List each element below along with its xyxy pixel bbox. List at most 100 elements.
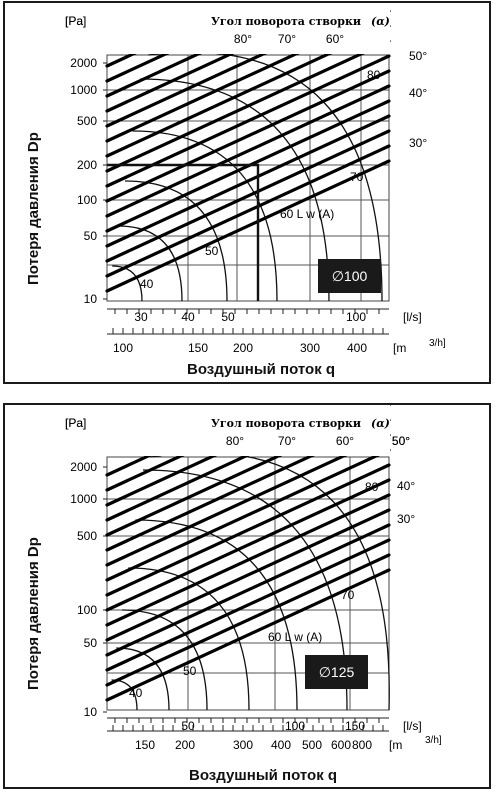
diameter-label: ∅125 <box>319 664 355 680</box>
angle-symbol-overlay: (α) <box>371 15 390 28</box>
angle-line <box>105 84 391 218</box>
y-tick-label: 200 <box>77 158 97 172</box>
noise-label: 70 <box>350 170 364 184</box>
angle-label-top-overlay: 50° <box>392 434 410 448</box>
y-unit-label: [Pa] <box>65 416 86 430</box>
angle-line <box>105 129 391 263</box>
top-cover <box>106 405 390 456</box>
angle-title-overlay: Угол поворота створки <box>211 417 361 430</box>
angle-label-top-overlay: 60° <box>336 434 354 448</box>
y-unit-label-overlay: [Pa] <box>65 14 86 28</box>
plot-frame <box>106 54 390 302</box>
diameter-label: ∅100 <box>332 268 368 284</box>
y-tick-label: 2000 <box>70 56 97 70</box>
angle-line <box>105 433 391 567</box>
y-tick-label: 10 <box>84 705 98 719</box>
x-tick-label-m3h: 600 <box>331 738 351 752</box>
x-tick-label-ls: 50 <box>181 719 195 733</box>
x-unit-ls: [l/s] <box>403 719 422 733</box>
chart-panel-100: [Pa] 2000 1000 500 200 100 50 10 30 40 50 100 [l/s] 1… <box>3 1 491 384</box>
x-tick-label-ls: 100 <box>285 719 305 733</box>
x-unit-m3h-sup: 3/h] <box>429 338 446 349</box>
y-tick-label: 50 <box>84 229 98 243</box>
x-unit-m3h-sup: 3/h] <box>425 735 442 746</box>
y-tick-label: 1000 <box>70 492 97 506</box>
y-unit-label: [Pa] <box>65 14 86 28</box>
angle-line <box>105 114 391 248</box>
y-tick-label: 1000 <box>70 83 97 97</box>
sample-reading-line <box>107 163 260 301</box>
x-tick-label-m3h: 400 <box>271 738 291 752</box>
angle-label-top-overlay: 60° <box>326 32 344 46</box>
angle-title-overlay: Угол поворота створки <box>211 15 361 28</box>
x-tick-label-ls: 30 <box>134 310 148 324</box>
angle-label-right: 40° <box>397 479 415 493</box>
y-tick-label: 100 <box>77 603 97 617</box>
noise-curve <box>116 647 170 711</box>
angle-label-right: 30° <box>397 512 415 526</box>
y-tick-label: 500 <box>77 529 97 543</box>
angle-line <box>105 508 391 642</box>
y-axis-label: Потеря давления Dp <box>25 132 42 285</box>
x-tick-label-m3h: 150 <box>135 738 155 752</box>
x-tick-label-ls: 150 <box>345 719 365 733</box>
noise-label: 80 <box>365 480 379 494</box>
angle-line <box>105 448 391 582</box>
angle-label-top-overlay: 70° <box>278 434 296 448</box>
x-tick-label-ls: 100 <box>346 310 366 324</box>
x-tick-label-m3h: 200 <box>233 341 253 355</box>
angle-line <box>105 39 391 173</box>
noise-curve <box>112 265 143 302</box>
x-tick-label-ls: 40 <box>181 310 195 324</box>
angle-line <box>105 478 391 612</box>
chart-panel-125: [Pa] 2000 1000 500 100 50 10 50 100 150 [l/s] 150 20… <box>3 403 491 789</box>
angle-line <box>105 144 391 278</box>
x-tick-label-ls: 50 <box>221 310 235 324</box>
y-tick-label: 50 <box>84 636 98 650</box>
x-tick-label-m3h: 800 <box>352 738 372 752</box>
chart-svg-125: [Pa] 2000 1000 500 100 50 10 50 100 150 [l/s] 150 20… <box>65 405 442 752</box>
chart-svg-100: [Pa] 2000 1000 500 200 100 50 10 30 40 50 100 [l/s] 1… <box>65 3 446 355</box>
angle-label-top: 50° <box>392 434 410 448</box>
angle-symbol-overlay: (α) <box>371 417 390 430</box>
y-tick-label: 2000 <box>70 460 97 474</box>
angle-label-top-overlay: 80° <box>226 434 244 448</box>
x-axis-label: Воздушный поток q <box>187 361 336 378</box>
noise-curve <box>132 130 278 302</box>
noise-curve <box>118 225 183 302</box>
y-tick-label: 100 <box>77 193 97 207</box>
x-tick-label-m3h: 400 <box>347 341 367 355</box>
x-unit-ls: [l/s] <box>403 310 422 324</box>
y-tick-label: 10 <box>84 292 98 306</box>
angle-line <box>105 538 391 672</box>
noise-label: 70 <box>341 588 355 602</box>
x-tick-label-m3h: 500 <box>302 738 322 752</box>
diameter-box <box>305 655 368 689</box>
x-unit-m3h: [m <box>393 341 406 355</box>
angle-label-right: 30° <box>409 136 427 150</box>
y-unit-label-overlay: [Pa] <box>65 416 86 430</box>
noise-label: 60 L w (A) <box>268 630 322 644</box>
y-axis-label: Потеря давления Dp <box>25 537 42 690</box>
noise-label: 50 <box>205 244 219 258</box>
noise-label: 50 <box>183 664 197 678</box>
angle-line <box>105 568 391 702</box>
x-unit-m3h: [m <box>389 738 402 752</box>
angle-line <box>105 493 391 627</box>
noise-curve <box>135 519 298 711</box>
angle-line <box>105 553 391 687</box>
noise-label: 40 <box>129 686 143 700</box>
noise-label: 40 <box>140 277 154 291</box>
top-cover <box>106 3 390 54</box>
x-tick-label-m3h: 200 <box>175 738 195 752</box>
noise-curve <box>142 469 348 711</box>
angle-label-right: 40° <box>409 86 427 100</box>
x-tick-label-m3h: 300 <box>233 738 253 752</box>
x-tick-label-m3h: 300 <box>300 341 320 355</box>
angle-line <box>105 159 391 293</box>
noise-label: 60 L w (A) <box>280 207 334 221</box>
angle-label-top-overlay: 80° <box>234 32 252 46</box>
angle-line <box>105 69 391 203</box>
angle-label-top-overlay: 70° <box>278 32 296 46</box>
y-tick-label: 500 <box>77 114 97 128</box>
